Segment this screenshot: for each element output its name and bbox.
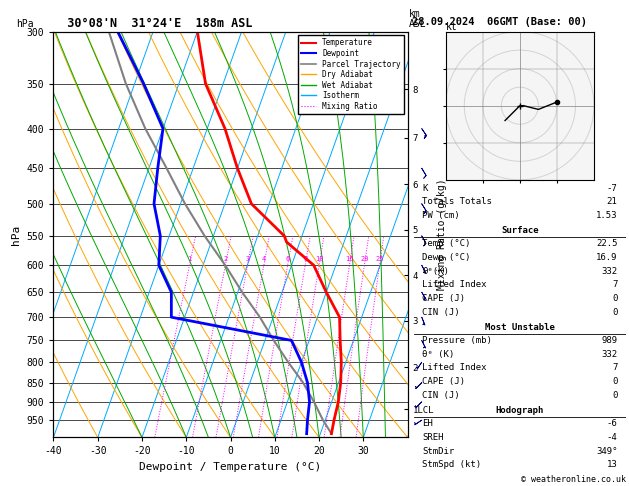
Text: 7: 7 (612, 280, 618, 289)
Text: Lifted Index: Lifted Index (422, 364, 487, 372)
Text: 332: 332 (601, 267, 618, 276)
Text: -7: -7 (606, 184, 618, 192)
Text: hPa: hPa (16, 19, 33, 29)
Y-axis label: hPa: hPa (11, 225, 21, 244)
Text: 8: 8 (303, 257, 308, 262)
Text: Lifted Index: Lifted Index (422, 280, 487, 289)
Text: -4: -4 (606, 433, 618, 442)
Text: 0: 0 (612, 294, 618, 303)
Text: CAPE (J): CAPE (J) (422, 294, 465, 303)
Text: Most Unstable: Most Unstable (485, 323, 555, 331)
Text: 22.5: 22.5 (596, 240, 618, 248)
Y-axis label: Mixing Ratio (g/kg): Mixing Ratio (g/kg) (437, 179, 447, 290)
Text: θᵉ (K): θᵉ (K) (422, 350, 455, 359)
Text: 0: 0 (612, 391, 618, 399)
Text: 10: 10 (315, 257, 323, 262)
Text: 6: 6 (286, 257, 290, 262)
Text: 0: 0 (612, 308, 618, 316)
Text: 28.09.2024  06GMT (Base: 00): 28.09.2024 06GMT (Base: 00) (412, 17, 587, 27)
Text: Totals Totals: Totals Totals (422, 197, 493, 206)
Text: SREH: SREH (422, 433, 444, 442)
Text: CIN (J): CIN (J) (422, 391, 460, 399)
Text: CAPE (J): CAPE (J) (422, 377, 465, 386)
Text: Surface: Surface (501, 226, 538, 235)
Text: 2: 2 (223, 257, 228, 262)
Text: 989: 989 (601, 336, 618, 345)
Text: © weatheronline.co.uk: © weatheronline.co.uk (521, 474, 626, 484)
Text: EH: EH (422, 419, 433, 428)
Text: Dewp (°C): Dewp (°C) (422, 253, 470, 262)
Text: 21: 21 (606, 197, 618, 206)
Text: Pressure (mb): Pressure (mb) (422, 336, 493, 345)
Text: 1: 1 (187, 257, 192, 262)
Text: θᵉ(K): θᵉ(K) (422, 267, 449, 276)
Text: 4: 4 (262, 257, 266, 262)
Text: 25: 25 (376, 257, 384, 262)
Text: -6: -6 (606, 419, 618, 428)
Text: 332: 332 (601, 350, 618, 359)
Text: K: K (422, 184, 428, 192)
Text: 13: 13 (606, 460, 618, 469)
X-axis label: Dewpoint / Temperature (°C): Dewpoint / Temperature (°C) (140, 462, 321, 472)
Text: CIN (J): CIN (J) (422, 308, 460, 316)
Text: 30°08'N  31°24'E  188m ASL: 30°08'N 31°24'E 188m ASL (53, 17, 253, 31)
Text: Temp (°C): Temp (°C) (422, 240, 470, 248)
Text: 0: 0 (612, 377, 618, 386)
Text: StmDir: StmDir (422, 447, 455, 455)
Legend: Temperature, Dewpoint, Parcel Trajectory, Dry Adiabat, Wet Adiabat, Isotherm, Mi: Temperature, Dewpoint, Parcel Trajectory… (298, 35, 404, 114)
Text: PW (cm): PW (cm) (422, 211, 460, 220)
Text: kt: kt (446, 21, 457, 32)
Text: 7: 7 (612, 364, 618, 372)
Text: StmSpd (kt): StmSpd (kt) (422, 460, 481, 469)
Text: 3: 3 (245, 257, 250, 262)
Text: 20: 20 (360, 257, 369, 262)
Text: 16: 16 (345, 257, 353, 262)
Text: 1.53: 1.53 (596, 211, 618, 220)
Text: km
ASL: km ASL (409, 9, 426, 29)
Text: 16.9: 16.9 (596, 253, 618, 262)
Text: 349°: 349° (596, 447, 618, 455)
Text: Hodograph: Hodograph (496, 406, 544, 415)
